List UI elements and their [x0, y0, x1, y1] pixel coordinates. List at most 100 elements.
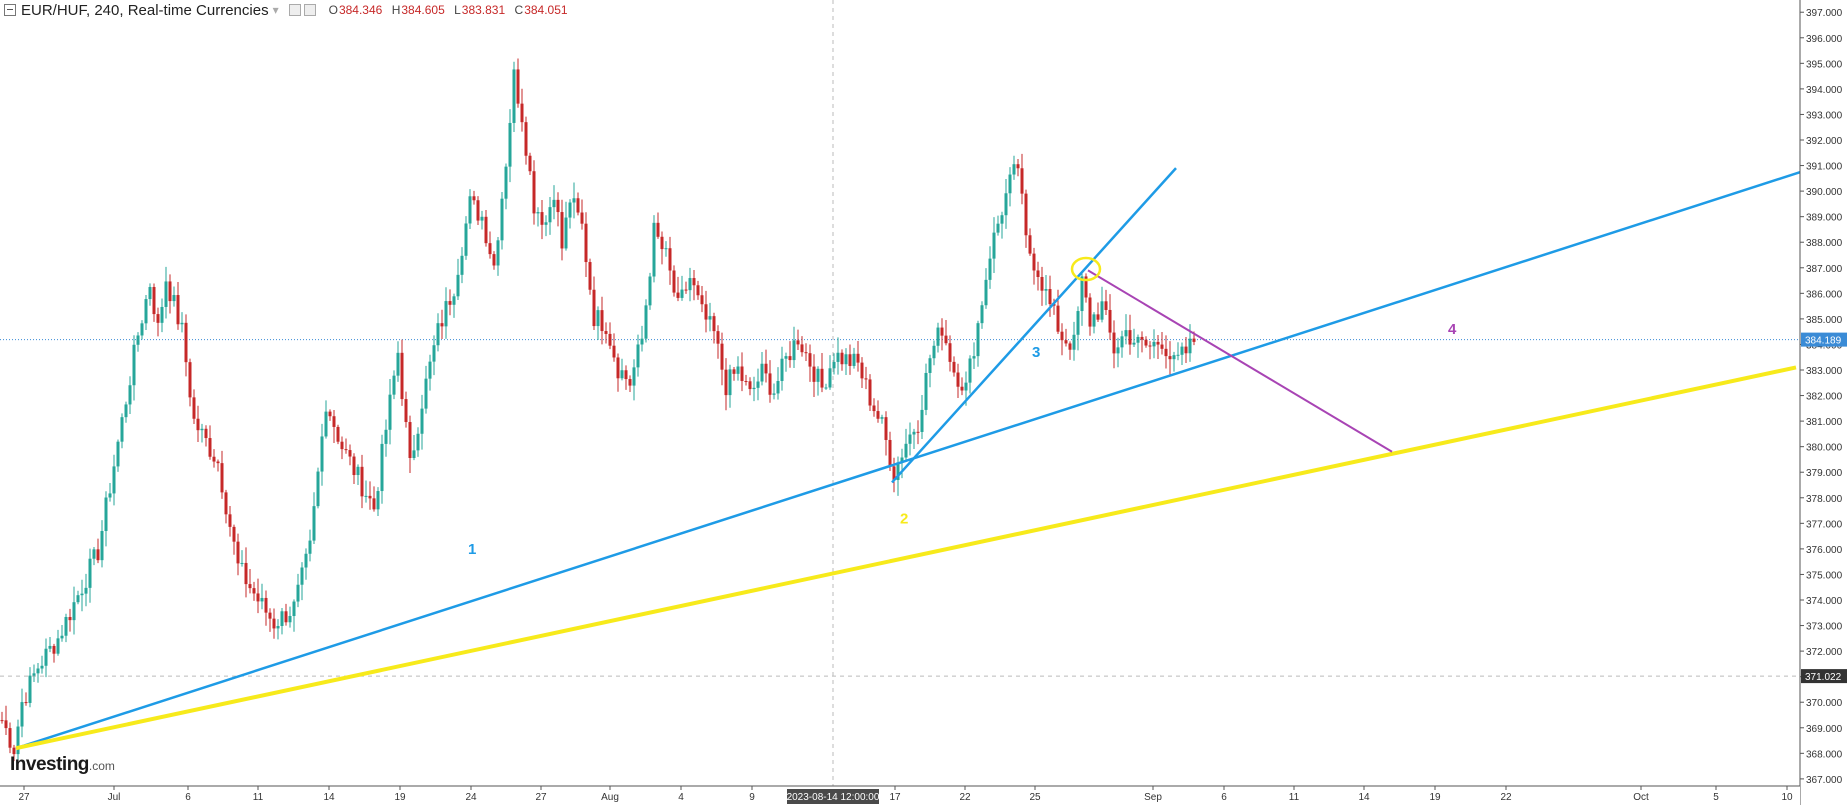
candle-body — [824, 387, 828, 389]
candle-body — [44, 648, 48, 666]
candle-body — [28, 675, 32, 703]
price-tick-label: 367.000 — [1806, 775, 1843, 786]
candle-body — [304, 553, 308, 568]
time-tick-label: 10 — [1781, 792, 1793, 803]
candle-body — [52, 645, 56, 654]
time-tick-label: 5 — [1713, 792, 1719, 803]
candle-body — [712, 316, 716, 332]
candle-body — [244, 562, 248, 585]
candle-body — [704, 304, 708, 320]
candle-body — [544, 222, 548, 225]
candle-body — [616, 357, 620, 379]
candle-body — [440, 323, 444, 327]
candle-body — [12, 747, 16, 755]
price-tick-label: 377.000 — [1806, 519, 1843, 530]
candle-body — [796, 340, 800, 345]
candle-body — [1096, 314, 1100, 320]
candle-body — [1180, 346, 1184, 355]
candle-body — [944, 335, 948, 344]
candle-body — [180, 322, 184, 325]
time-tick-label: 11 — [1289, 792, 1300, 803]
price-tick-label: 375.000 — [1806, 570, 1843, 581]
candle-body — [1100, 301, 1104, 320]
candle-body — [112, 466, 116, 494]
candle-body — [948, 343, 952, 362]
candle-body — [548, 207, 552, 223]
candle-body — [812, 366, 816, 382]
candle-body — [236, 541, 240, 564]
candle-body — [40, 665, 44, 669]
drawings[interactable]: 1 2 3 4 — [15, 153, 1847, 751]
candle-body — [268, 612, 272, 619]
candle-body — [36, 668, 40, 674]
candle-body — [292, 601, 296, 617]
candle-body — [896, 462, 900, 480]
candle-body — [876, 411, 880, 419]
candle-body — [212, 456, 216, 462]
candle-body — [524, 122, 528, 156]
candle-body — [1004, 193, 1008, 216]
crosshair-date-label: 2023-08-14 12:00:00 — [787, 792, 880, 803]
time-tick-label: 4 — [678, 792, 684, 803]
candle-body — [432, 345, 436, 362]
candle-body — [648, 276, 652, 306]
candle-body — [1020, 168, 1024, 194]
candle-body — [1188, 338, 1192, 354]
candle-body — [1132, 342, 1136, 345]
price-tick-label: 390.000 — [1806, 187, 1843, 198]
time-tick-label: 9 — [749, 792, 755, 803]
candle-body — [360, 466, 364, 497]
candle-body — [104, 497, 108, 532]
candle-body — [272, 618, 276, 629]
trendline-label-1: 1 — [468, 541, 476, 558]
candle-body — [836, 352, 840, 362]
candle-body — [916, 431, 920, 433]
candle-body — [1144, 339, 1148, 346]
candle-body — [1156, 341, 1160, 345]
candle-body — [340, 441, 344, 450]
candle-body — [76, 595, 80, 603]
candle-body — [56, 638, 60, 654]
candle-body — [456, 274, 460, 297]
trendline-3[interactable] — [891, 167, 1177, 484]
candle-body — [396, 352, 400, 376]
candle-body — [912, 431, 916, 435]
dropdown-caret-icon[interactable]: ▾ — [272, 3, 279, 17]
trendline-4[interactable] — [1087, 269, 1393, 453]
time-tick-label: 6 — [185, 792, 191, 803]
open-value: 384.346 — [338, 3, 383, 17]
price-tick-label: 378.000 — [1806, 494, 1843, 505]
price-tick-label: 393.000 — [1806, 110, 1843, 121]
candle-body — [740, 366, 744, 382]
candle-body — [776, 380, 780, 394]
candle-body — [512, 69, 516, 123]
time-tick-label: 14 — [323, 792, 335, 803]
settings-icon[interactable] — [288, 4, 301, 16]
candle-body — [780, 358, 784, 381]
trendline-1[interactable] — [15, 153, 1847, 750]
candle-body — [716, 331, 720, 344]
candle-body — [804, 352, 808, 354]
time-tick-label: Aug — [601, 792, 619, 803]
time-tick-label: 25 — [1029, 792, 1041, 803]
candle-body — [256, 593, 260, 602]
logo-name: Investing — [10, 754, 89, 775]
candle-body — [860, 362, 864, 379]
candle-body — [368, 495, 372, 499]
candle-body — [16, 726, 20, 755]
candle-body — [252, 588, 256, 594]
candle-body — [784, 356, 788, 359]
hide-icon[interactable] — [303, 4, 316, 16]
time-axis[interactable]: 27 Jul 6 11 14 19 24 27 Aug 4 9 2023-08-14 12:00:00… — [0, 785, 1800, 805]
price-tick-label: 380.000 — [1806, 443, 1843, 454]
collapse-icon[interactable] — [4, 4, 16, 16]
candle-body — [696, 285, 700, 296]
candle-body — [536, 212, 540, 214]
trendline-2[interactable] — [15, 365, 1797, 751]
candle-body — [276, 625, 280, 629]
candle-body — [1008, 174, 1012, 194]
symbol-title: EUR/HUF, 240, Real-time Currencies — [21, 1, 269, 19]
price-axis[interactable]: 367.000368.000369.000370.000371.000372.0… — [1799, 0, 1847, 805]
candle-body — [460, 255, 464, 275]
